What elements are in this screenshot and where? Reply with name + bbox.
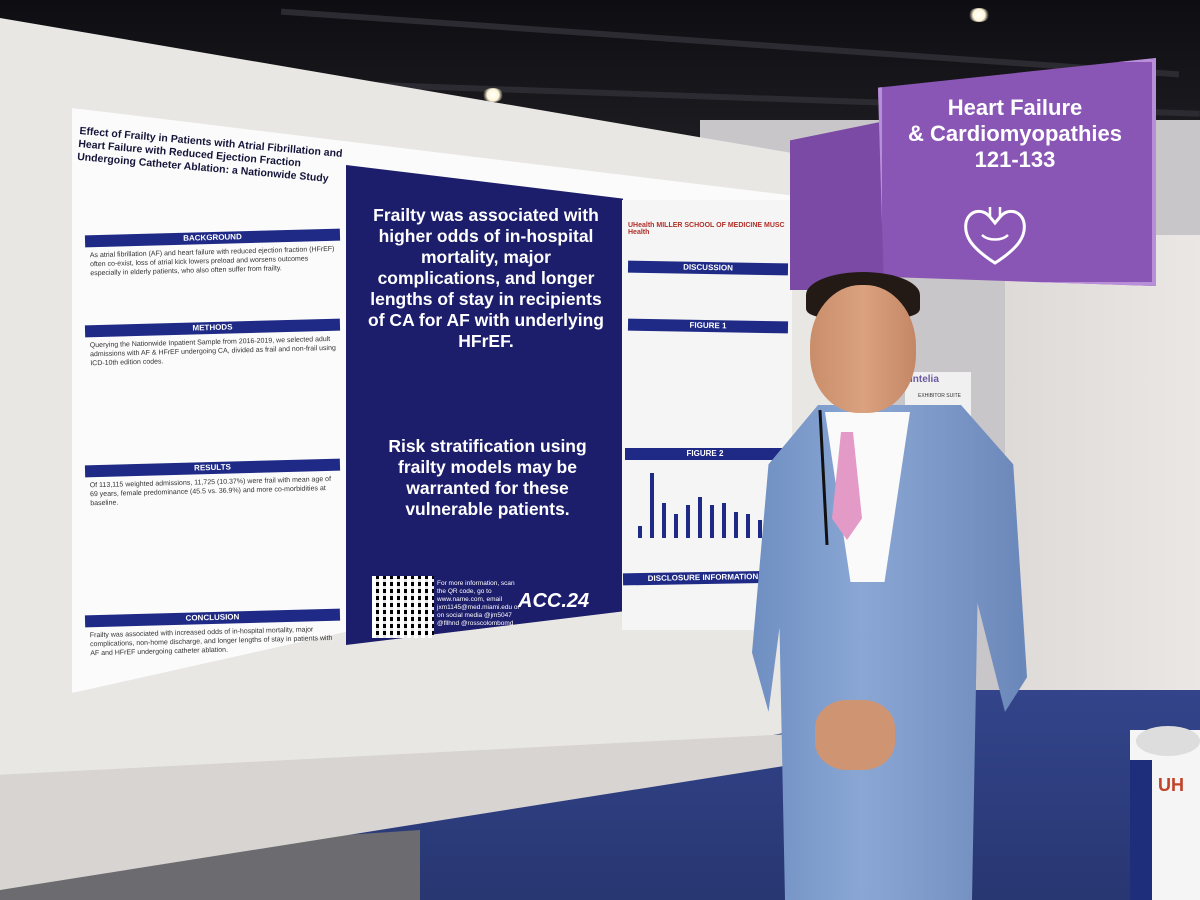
figure-2-bar: [722, 502, 726, 538]
figure-2-bar: [638, 526, 642, 538]
side-wall: [1005, 235, 1200, 715]
figure-2-bar: [662, 502, 666, 538]
heart-outline-icon: [964, 207, 1026, 265]
figure-2-bar: [698, 496, 702, 538]
sign-line-3: 121-133: [974, 147, 1056, 172]
figure-2-chart: [632, 470, 782, 540]
exhibitor-title: Intelia: [910, 374, 939, 385]
figure-2-bar: [650, 473, 654, 538]
person-head: [810, 285, 916, 413]
figure-2-bar: [674, 514, 678, 538]
category-sign: [878, 58, 1156, 286]
exhibitor-subtitle: EXHIBITOR SUITE: [918, 393, 961, 399]
person-hands: [815, 700, 895, 770]
poster-center-panel: [346, 165, 623, 645]
poster-headline: Frailty was associated with higher odds …: [368, 205, 604, 351]
figure-2-bar: [734, 512, 738, 538]
figure-2-bar: [746, 514, 750, 538]
ceiling-light: [968, 8, 990, 22]
poster-subheadline: Risk stratification using frailty models…: [388, 436, 587, 519]
institution-logos: UHealth MILLER SCHOOL OF MEDICINE MUSC H…: [628, 222, 785, 236]
sign-text: Heart Failure & Cardiomyopathies 121-133: [880, 95, 1150, 173]
qr-note: For more information, scan the QR code, …: [437, 580, 520, 627]
figure-2-bar: [758, 520, 762, 538]
sign-line-2: & Cardiomyopathies: [908, 121, 1122, 146]
section-header-figure2: FIGURE 2: [625, 448, 785, 460]
ceiling-light: [482, 88, 504, 102]
rolled-poster-top: [1136, 726, 1200, 756]
qr-code: [372, 576, 434, 638]
sign-line-1: Heart Failure: [947, 95, 1083, 120]
sign-side-panel: [790, 120, 890, 290]
figure-2-bar: [710, 504, 714, 538]
acc-logo: ACC.24: [518, 590, 590, 612]
figure-2-bar: [686, 504, 690, 538]
rolled-poster-stripe: [1130, 760, 1152, 900]
rolled-poster-text: UH: [1158, 775, 1184, 795]
